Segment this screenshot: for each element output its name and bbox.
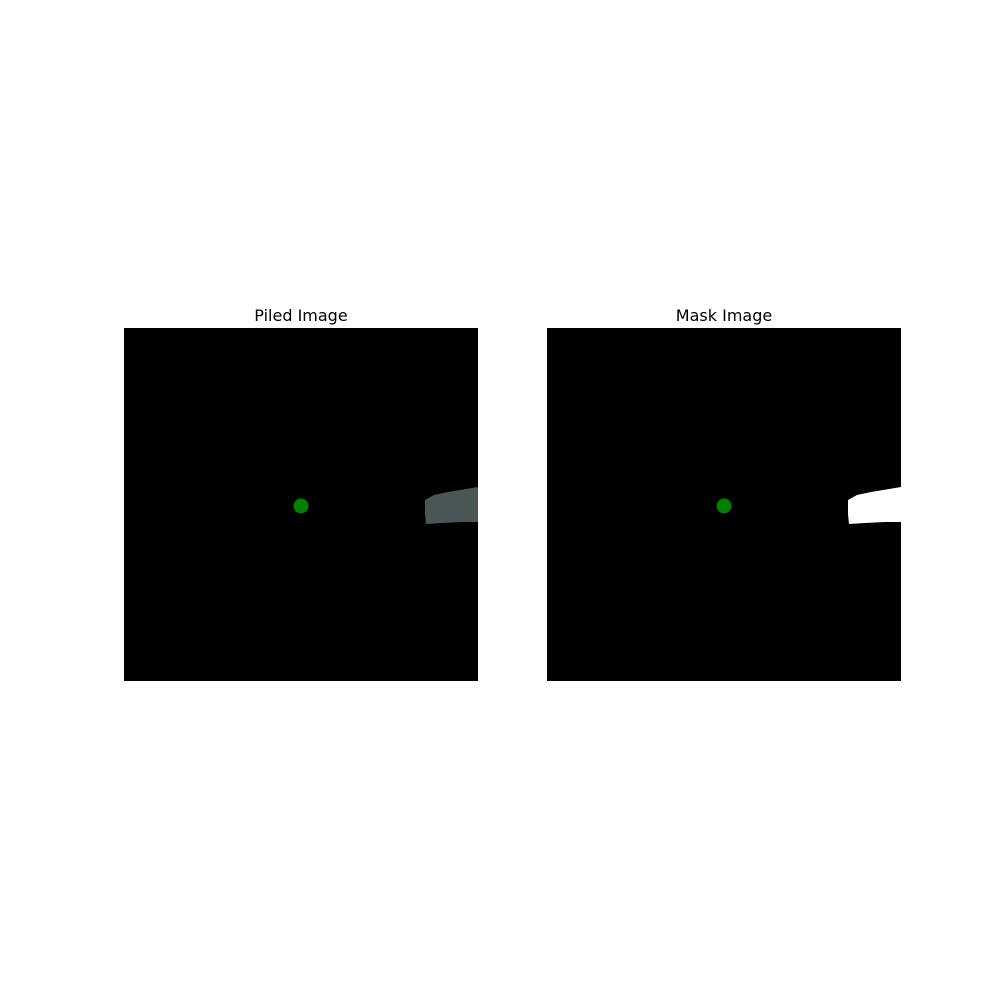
- piled-image-title: Piled Image: [124, 304, 478, 328]
- point-marker: [717, 499, 732, 514]
- mask-image: [547, 328, 901, 681]
- mask-image-panel: Mask Image: [547, 304, 901, 681]
- point-marker: [294, 499, 309, 514]
- piled-image-panel: Piled Image: [124, 304, 478, 681]
- mask-image-title: Mask Image: [547, 304, 901, 328]
- piled-image: [124, 328, 478, 681]
